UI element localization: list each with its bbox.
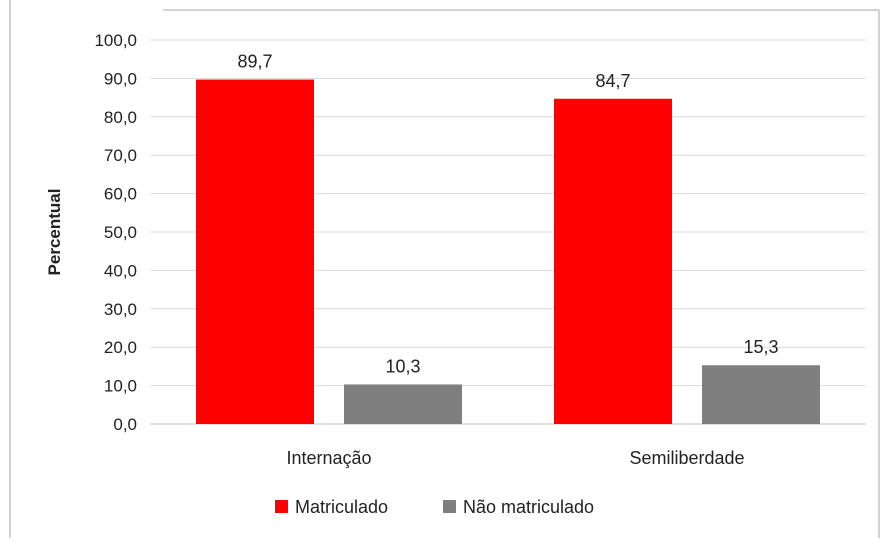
data-label: 84,7	[595, 71, 630, 91]
x-tick-label: Internação	[286, 448, 371, 468]
bar-n-o-matriculado-1	[702, 365, 820, 424]
data-label: 89,7	[237, 52, 272, 72]
y-tick-label: 20,0	[104, 338, 137, 357]
y-tick-label: 10,0	[104, 377, 137, 396]
legend-label: Matriculado	[295, 497, 388, 517]
legend-swatch	[275, 500, 288, 513]
y-tick-label: 30,0	[104, 300, 137, 319]
x-axis-ticks: Internação Semiliberdade	[286, 448, 744, 468]
data-labels: 89,7 10,3 84,7 15,3	[237, 52, 778, 377]
x-tick-label: Semiliberdade	[629, 448, 744, 468]
bar-n-o-matriculado-0	[344, 384, 462, 424]
legend-label: Não matriculado	[463, 497, 594, 517]
legend: Matriculado Não matriculado	[275, 497, 594, 517]
y-tick-label: 100,0	[94, 31, 137, 50]
y-axis-title: Percentual	[45, 189, 64, 276]
legend-swatch	[443, 500, 456, 513]
data-label: 10,3	[385, 356, 420, 376]
bar-matriculado-0	[196, 79, 314, 424]
y-tick-label: 50,0	[104, 223, 137, 242]
data-label: 15,3	[743, 337, 778, 357]
bar-matriculado-1	[554, 98, 672, 424]
y-axis-ticks: 0,0 10,0 20,0 30,0 40,0 50,0 60,0 70,0 80,0 90,0 1…	[94, 31, 137, 434]
y-tick-label: 90,0	[104, 69, 137, 88]
y-tick-label: 70,0	[104, 146, 137, 165]
y-tick-label: 0,0	[113, 415, 137, 434]
y-tick-label: 60,0	[104, 185, 137, 204]
bars	[196, 79, 820, 424]
y-tick-label: 40,0	[104, 261, 137, 280]
y-tick-label: 80,0	[104, 108, 137, 127]
